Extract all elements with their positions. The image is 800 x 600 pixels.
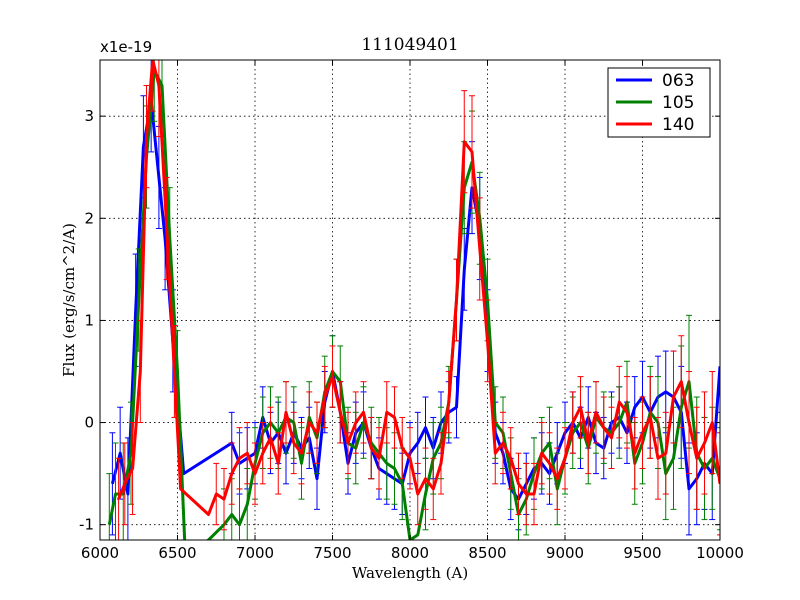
legend-label-105: 105 bbox=[662, 93, 694, 113]
error-bar bbox=[109, 432, 116, 536]
y-tick-label: 1 bbox=[84, 311, 94, 329]
error-bar bbox=[717, 432, 720, 536]
legend-label-140: 140 bbox=[662, 115, 694, 135]
ticks: 6000 6500 7000 7500 8000 8500 9000 9500 10000 -1 0… bbox=[79, 60, 744, 562]
x-tick-label: 7000 bbox=[236, 544, 274, 562]
error-bar bbox=[149, 60, 156, 112]
y-tick-label: 2 bbox=[84, 209, 94, 227]
error-bar bbox=[717, 427, 720, 531]
y-tick-label: -1 bbox=[79, 516, 94, 534]
x-tick-label: 8500 bbox=[468, 544, 506, 562]
legend-label-063: 063 bbox=[662, 71, 694, 91]
y-axis-label: Flux (erg/s/cm^2/A) bbox=[60, 223, 78, 377]
x-tick-label: 8000 bbox=[391, 544, 429, 562]
series-140 bbox=[115, 60, 720, 540]
y-tick-label: 0 bbox=[84, 414, 94, 432]
x-tick-label: 7500 bbox=[313, 544, 351, 562]
x-tick-label: 9000 bbox=[546, 544, 584, 562]
y-tick-label: 3 bbox=[84, 107, 94, 125]
x-tick-label: 6000 bbox=[81, 544, 119, 562]
series-layer bbox=[106, 60, 720, 540]
x-axis-label: Wavelength (A) bbox=[352, 564, 468, 582]
series-line-140 bbox=[117, 60, 720, 516]
x-tick-label: 9500 bbox=[623, 544, 661, 562]
x-tick-label: 10000 bbox=[696, 544, 744, 562]
x-tick-label: 6500 bbox=[158, 544, 196, 562]
y-offset-label: x1e-19 bbox=[100, 38, 152, 56]
error-bar bbox=[115, 457, 122, 540]
chart-title: 111049401 bbox=[361, 35, 458, 55]
